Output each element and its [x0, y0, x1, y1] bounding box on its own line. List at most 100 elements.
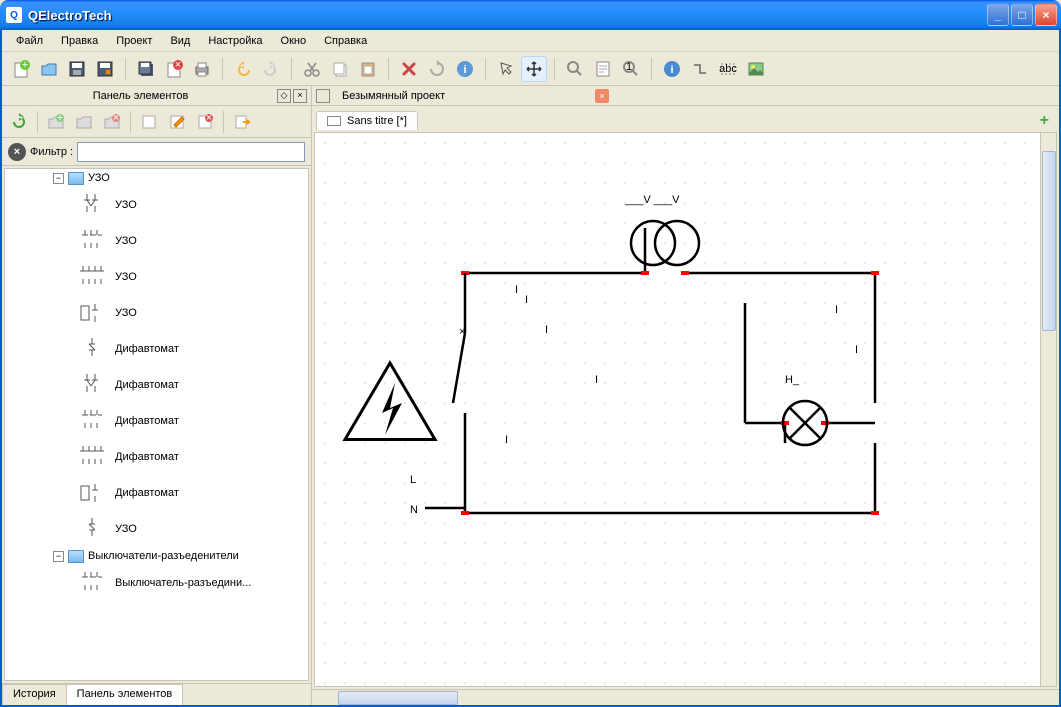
- new-button[interactable]: +: [8, 56, 34, 82]
- delete-element-button[interactable]: ×: [192, 109, 218, 135]
- project-tab-label: Безымянный проект: [342, 90, 445, 102]
- minimize-button[interactable]: _: [987, 4, 1009, 26]
- svg-text:×: ×: [113, 113, 119, 124]
- tree-item[interactable]: Выключатель-разъедини...: [5, 565, 308, 601]
- print-button[interactable]: [189, 56, 215, 82]
- menu-help[interactable]: Справка: [316, 33, 375, 49]
- tree-item-label: Выключатель-разъедини...: [115, 577, 308, 589]
- svg-text:×: ×: [459, 326, 465, 338]
- elements-tree[interactable]: −УЗОУЗОУЗОУЗОУЗОДифавтоматДифавтоматДифа…: [4, 168, 309, 681]
- tree-item[interactable]: УЗО: [5, 295, 308, 331]
- tree-item-label: УЗО: [88, 172, 308, 184]
- pointer-tool[interactable]: [493, 56, 519, 82]
- sheet-icon: [327, 116, 341, 126]
- svg-text:×: ×: [175, 60, 181, 71]
- tree-item[interactable]: УЗО: [5, 223, 308, 259]
- redo-button[interactable]: [258, 56, 284, 82]
- page-button[interactable]: [590, 56, 616, 82]
- about-button[interactable]: i: [659, 56, 685, 82]
- svg-text:I: I: [545, 324, 548, 336]
- new-element-button[interactable]: [136, 109, 162, 135]
- tree-item[interactable]: УЗО: [5, 259, 308, 295]
- add-sheet-button[interactable]: +: [1034, 112, 1055, 130]
- reload-button[interactable]: [6, 109, 32, 135]
- tree-item-label: УЗО: [115, 235, 308, 247]
- move-tool[interactable]: [521, 56, 547, 82]
- svg-text:+: +: [22, 60, 28, 71]
- maximize-button[interactable]: □: [1011, 4, 1033, 26]
- open-button[interactable]: [36, 56, 62, 82]
- tree-item-label: Дифавтомат: [115, 379, 308, 391]
- project-tab[interactable]: Безымянный проект: [334, 88, 595, 104]
- tree-folder[interactable]: −УЗО: [5, 169, 308, 187]
- sheet-tab[interactable]: Sans titre [*]: [316, 111, 418, 130]
- paste-button[interactable]: [355, 56, 381, 82]
- tree-item-label: Дифавтомат: [115, 487, 308, 499]
- window-title: QElectroTech: [28, 8, 987, 23]
- tree-folder[interactable]: −Выключатели-разъеденители: [5, 547, 308, 565]
- wire-tool[interactable]: [687, 56, 713, 82]
- svg-text:I: I: [855, 344, 858, 356]
- svg-text:1: 1: [626, 61, 632, 73]
- project-icon: [316, 89, 330, 103]
- menu-view[interactable]: Вид: [162, 33, 198, 49]
- edit-folder-button[interactable]: [71, 109, 97, 135]
- delete-folder-button[interactable]: ×: [99, 109, 125, 135]
- image-tool[interactable]: [743, 56, 769, 82]
- menu-window[interactable]: Окно: [273, 33, 315, 49]
- tab-history[interactable]: История: [2, 684, 67, 705]
- menu-project[interactable]: Проект: [108, 33, 160, 49]
- schematic-canvas[interactable]: ×___V ___VLNH_IIIIIII: [314, 132, 1057, 687]
- save-button[interactable]: [64, 56, 90, 82]
- tab-elements-panel[interactable]: Панель элементов: [66, 684, 184, 705]
- svg-text:N: N: [410, 504, 418, 516]
- menu-edit[interactable]: Правка: [53, 33, 106, 49]
- tree-item-label: УЗО: [115, 307, 308, 319]
- text-tool[interactable]: abc: [715, 56, 741, 82]
- canvas-area: Безымянный проект × Sans titre [*] + × __…: [312, 86, 1059, 705]
- filter-input[interactable]: [77, 142, 305, 162]
- svg-text:I: I: [505, 434, 508, 446]
- svg-text:I: I: [835, 304, 838, 316]
- tree-item[interactable]: Дифавтомат: [5, 403, 308, 439]
- import-button[interactable]: [229, 109, 255, 135]
- menu-file[interactable]: Файл: [8, 33, 51, 49]
- delete-button[interactable]: [396, 56, 422, 82]
- copy-button[interactable]: [327, 56, 353, 82]
- close-project-button[interactable]: ×: [595, 89, 609, 103]
- tree-item[interactable]: Дифавтомат: [5, 367, 308, 403]
- vertical-scrollbar[interactable]: [1040, 133, 1056, 686]
- tree-item[interactable]: УЗО: [5, 511, 308, 547]
- close-file-button[interactable]: ×: [161, 56, 187, 82]
- tree-item[interactable]: Дифавтомат: [5, 331, 308, 367]
- clear-filter-button[interactable]: ×: [8, 143, 26, 161]
- svg-text:___V ___V: ___V ___V: [624, 194, 680, 206]
- save-all-button[interactable]: [133, 56, 159, 82]
- main-toolbar: + × i 1 i abc: [2, 52, 1059, 86]
- close-button[interactable]: ×: [1035, 4, 1057, 26]
- panel-float-button[interactable]: ◇: [277, 89, 291, 103]
- new-folder-button[interactable]: +: [43, 109, 69, 135]
- tree-item[interactable]: Дифавтомат: [5, 439, 308, 475]
- panel-close-button[interactable]: ×: [293, 89, 307, 103]
- info-button[interactable]: i: [452, 56, 478, 82]
- window-titlebar: Q QElectroTech _ □ ×: [0, 0, 1061, 30]
- undo-button[interactable]: [230, 56, 256, 82]
- rotate-button[interactable]: [424, 56, 450, 82]
- zoom-button[interactable]: [562, 56, 588, 82]
- svg-text:i: i: [670, 64, 673, 76]
- edit-element-button[interactable]: [164, 109, 190, 135]
- elements-panel: Панель элементов ◇ × + × × × Фильтр : −У…: [2, 86, 312, 705]
- tree-item[interactable]: УЗО: [5, 187, 308, 223]
- svg-text:I: I: [595, 374, 598, 386]
- filter-label: Фильтр :: [30, 146, 73, 158]
- zoom-fit-button[interactable]: 1: [618, 56, 644, 82]
- horizontal-scrollbar[interactable]: [312, 689, 1059, 705]
- svg-text:H_: H_: [785, 374, 800, 386]
- cut-button[interactable]: [299, 56, 325, 82]
- svg-text:abc: abc: [719, 63, 737, 75]
- menu-settings[interactable]: Настройка: [200, 33, 270, 49]
- save-as-button[interactable]: [92, 56, 118, 82]
- tree-item[interactable]: Дифавтомат: [5, 475, 308, 511]
- tree-item-label: Выключатели-разъеденители: [88, 550, 308, 562]
